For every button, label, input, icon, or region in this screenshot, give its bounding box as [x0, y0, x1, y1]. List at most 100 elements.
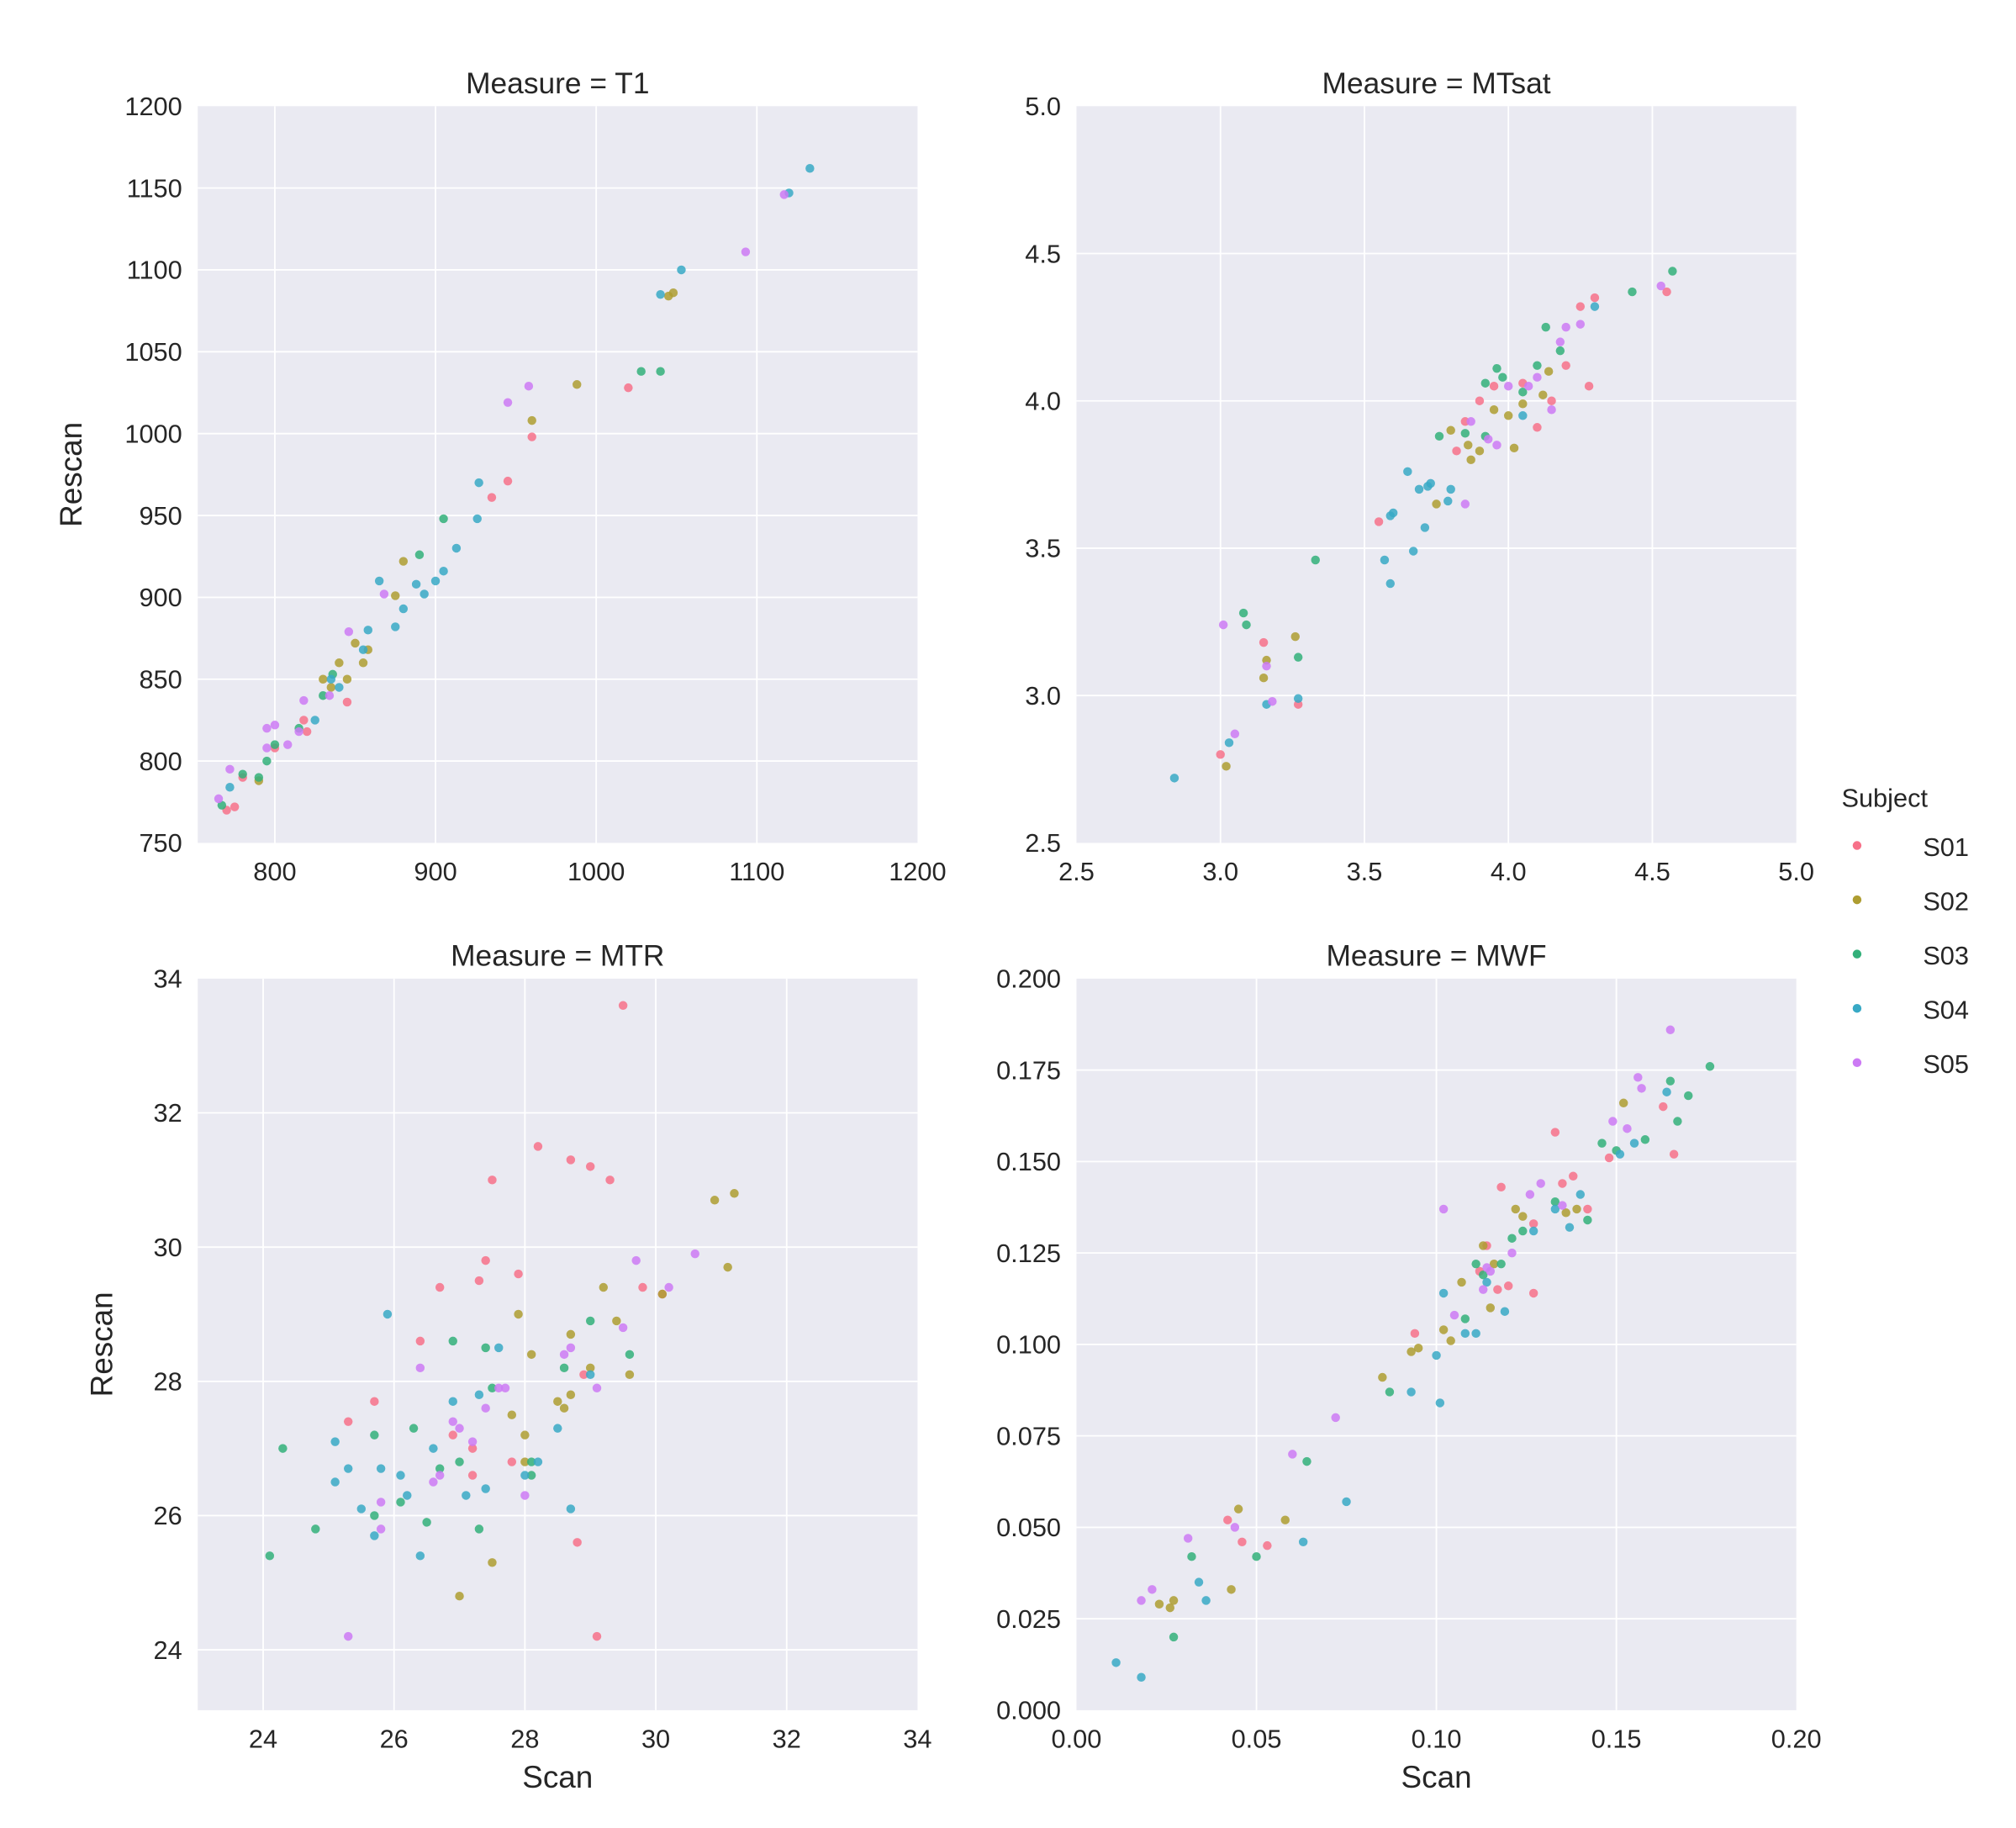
- y-tick-label: 0.175: [996, 1055, 1061, 1085]
- data-point: [1194, 1577, 1204, 1587]
- data-point: [599, 1282, 609, 1292]
- data-point: [1528, 1219, 1538, 1228]
- x-tick-label: 26: [380, 1724, 409, 1753]
- data-point: [1408, 547, 1418, 556]
- data-point: [415, 1363, 425, 1373]
- data-point: [270, 740, 280, 749]
- data-point: [376, 1464, 386, 1473]
- y-tick-label: 26: [154, 1501, 182, 1530]
- data-point: [1263, 1540, 1272, 1551]
- legend-marker-s04: [1852, 1003, 1862, 1013]
- data-point: [494, 1343, 504, 1353]
- data-point: [343, 1464, 353, 1473]
- data-point: [265, 1551, 275, 1561]
- data-point: [1410, 1329, 1420, 1339]
- y-tick-label: 750: [139, 828, 182, 858]
- x-tick-label: 0.00: [1052, 1724, 1102, 1753]
- data-point: [1435, 1398, 1445, 1408]
- x-tick-label: 32: [773, 1724, 801, 1753]
- data-point: [566, 1504, 576, 1514]
- data-point: [1471, 1259, 1480, 1269]
- data-point: [1280, 1515, 1290, 1524]
- data-point: [1449, 1310, 1459, 1320]
- data-point: [1509, 443, 1519, 453]
- data-point: [1446, 425, 1455, 436]
- data-point: [481, 1484, 490, 1493]
- series-s04: [1169, 302, 1600, 783]
- y-tick-label: 850: [139, 665, 182, 695]
- data-point: [311, 1524, 320, 1534]
- data-point: [1507, 1234, 1517, 1243]
- series-s02: [254, 288, 678, 785]
- data-point: [1169, 1632, 1179, 1642]
- data-point: [1637, 1084, 1646, 1093]
- data-point: [370, 1511, 379, 1520]
- y-tick-label: 0.000: [996, 1696, 1061, 1725]
- data-point: [262, 756, 272, 766]
- data-point: [585, 1363, 595, 1373]
- data-point: [414, 550, 425, 559]
- data-point: [533, 1457, 543, 1466]
- data-point: [1413, 1344, 1423, 1353]
- data-point: [422, 1518, 431, 1527]
- legend-marker-s01: [1852, 841, 1862, 850]
- data-point: [1432, 499, 1441, 509]
- legend: Subject S01 S02 S03 S04 S05: [1841, 783, 1969, 1079]
- panel-t1: 800 900 1000 1100 1200 750 800 850 900 950 1000 105…: [54, 67, 947, 886]
- data-point: [1268, 696, 1277, 706]
- data-point: [1288, 1450, 1297, 1459]
- y-tick-label: 0.125: [996, 1239, 1061, 1268]
- data-point: [1486, 1303, 1496, 1313]
- data-point: [1385, 1387, 1395, 1397]
- data-point: [612, 1316, 621, 1326]
- data-point: [1662, 287, 1671, 297]
- x-tick-label: 1100: [729, 857, 784, 886]
- data-point: [1414, 484, 1424, 494]
- data-point: [553, 1424, 562, 1433]
- data-point: [455, 1424, 464, 1433]
- data-point: [488, 1176, 497, 1185]
- data-point: [1311, 555, 1320, 565]
- data-point: [514, 1309, 523, 1319]
- data-point: [1183, 1534, 1193, 1543]
- x-tick-label: 0.20: [1771, 1724, 1822, 1753]
- data-point: [1426, 478, 1435, 489]
- series-s04: [330, 1309, 595, 1561]
- series-s03: [1169, 1062, 1715, 1642]
- data-point: [351, 638, 360, 648]
- x-tick-label: 3.0: [1202, 857, 1238, 886]
- data-point: [294, 726, 303, 737]
- data-point: [1493, 1285, 1502, 1294]
- data-point: [527, 415, 536, 425]
- data-point: [1380, 555, 1390, 565]
- data-point: [358, 658, 368, 668]
- data-point: [1496, 1182, 1506, 1192]
- data-point: [467, 1444, 478, 1453]
- data-point: [1475, 446, 1485, 456]
- plot-background: [1076, 106, 1797, 843]
- data-point: [1222, 762, 1231, 771]
- data-point: [474, 1390, 484, 1399]
- y-tick-label: 0.150: [996, 1147, 1061, 1176]
- data-point: [326, 674, 336, 684]
- data-point: [1558, 1201, 1567, 1210]
- data-point: [1550, 1128, 1560, 1137]
- data-point: [326, 683, 336, 692]
- data-point: [1466, 417, 1475, 426]
- data-point: [527, 432, 536, 441]
- data-point: [451, 543, 462, 553]
- data-point: [1673, 1117, 1682, 1126]
- data-point: [1669, 1149, 1679, 1159]
- data-point: [668, 288, 678, 298]
- data-point: [1615, 1149, 1625, 1159]
- series-s03: [265, 1316, 635, 1561]
- x-axis-label: Scan: [1401, 1760, 1472, 1794]
- data-point: [1482, 1277, 1491, 1287]
- y-tick-label: 1100: [127, 256, 182, 285]
- data-point: [494, 1383, 504, 1392]
- x-tick-label: 5.0: [1778, 857, 1814, 886]
- data-point: [779, 190, 789, 199]
- data-point: [376, 1498, 386, 1507]
- y-tick-label: 30: [154, 1233, 182, 1262]
- data-point: [282, 740, 293, 749]
